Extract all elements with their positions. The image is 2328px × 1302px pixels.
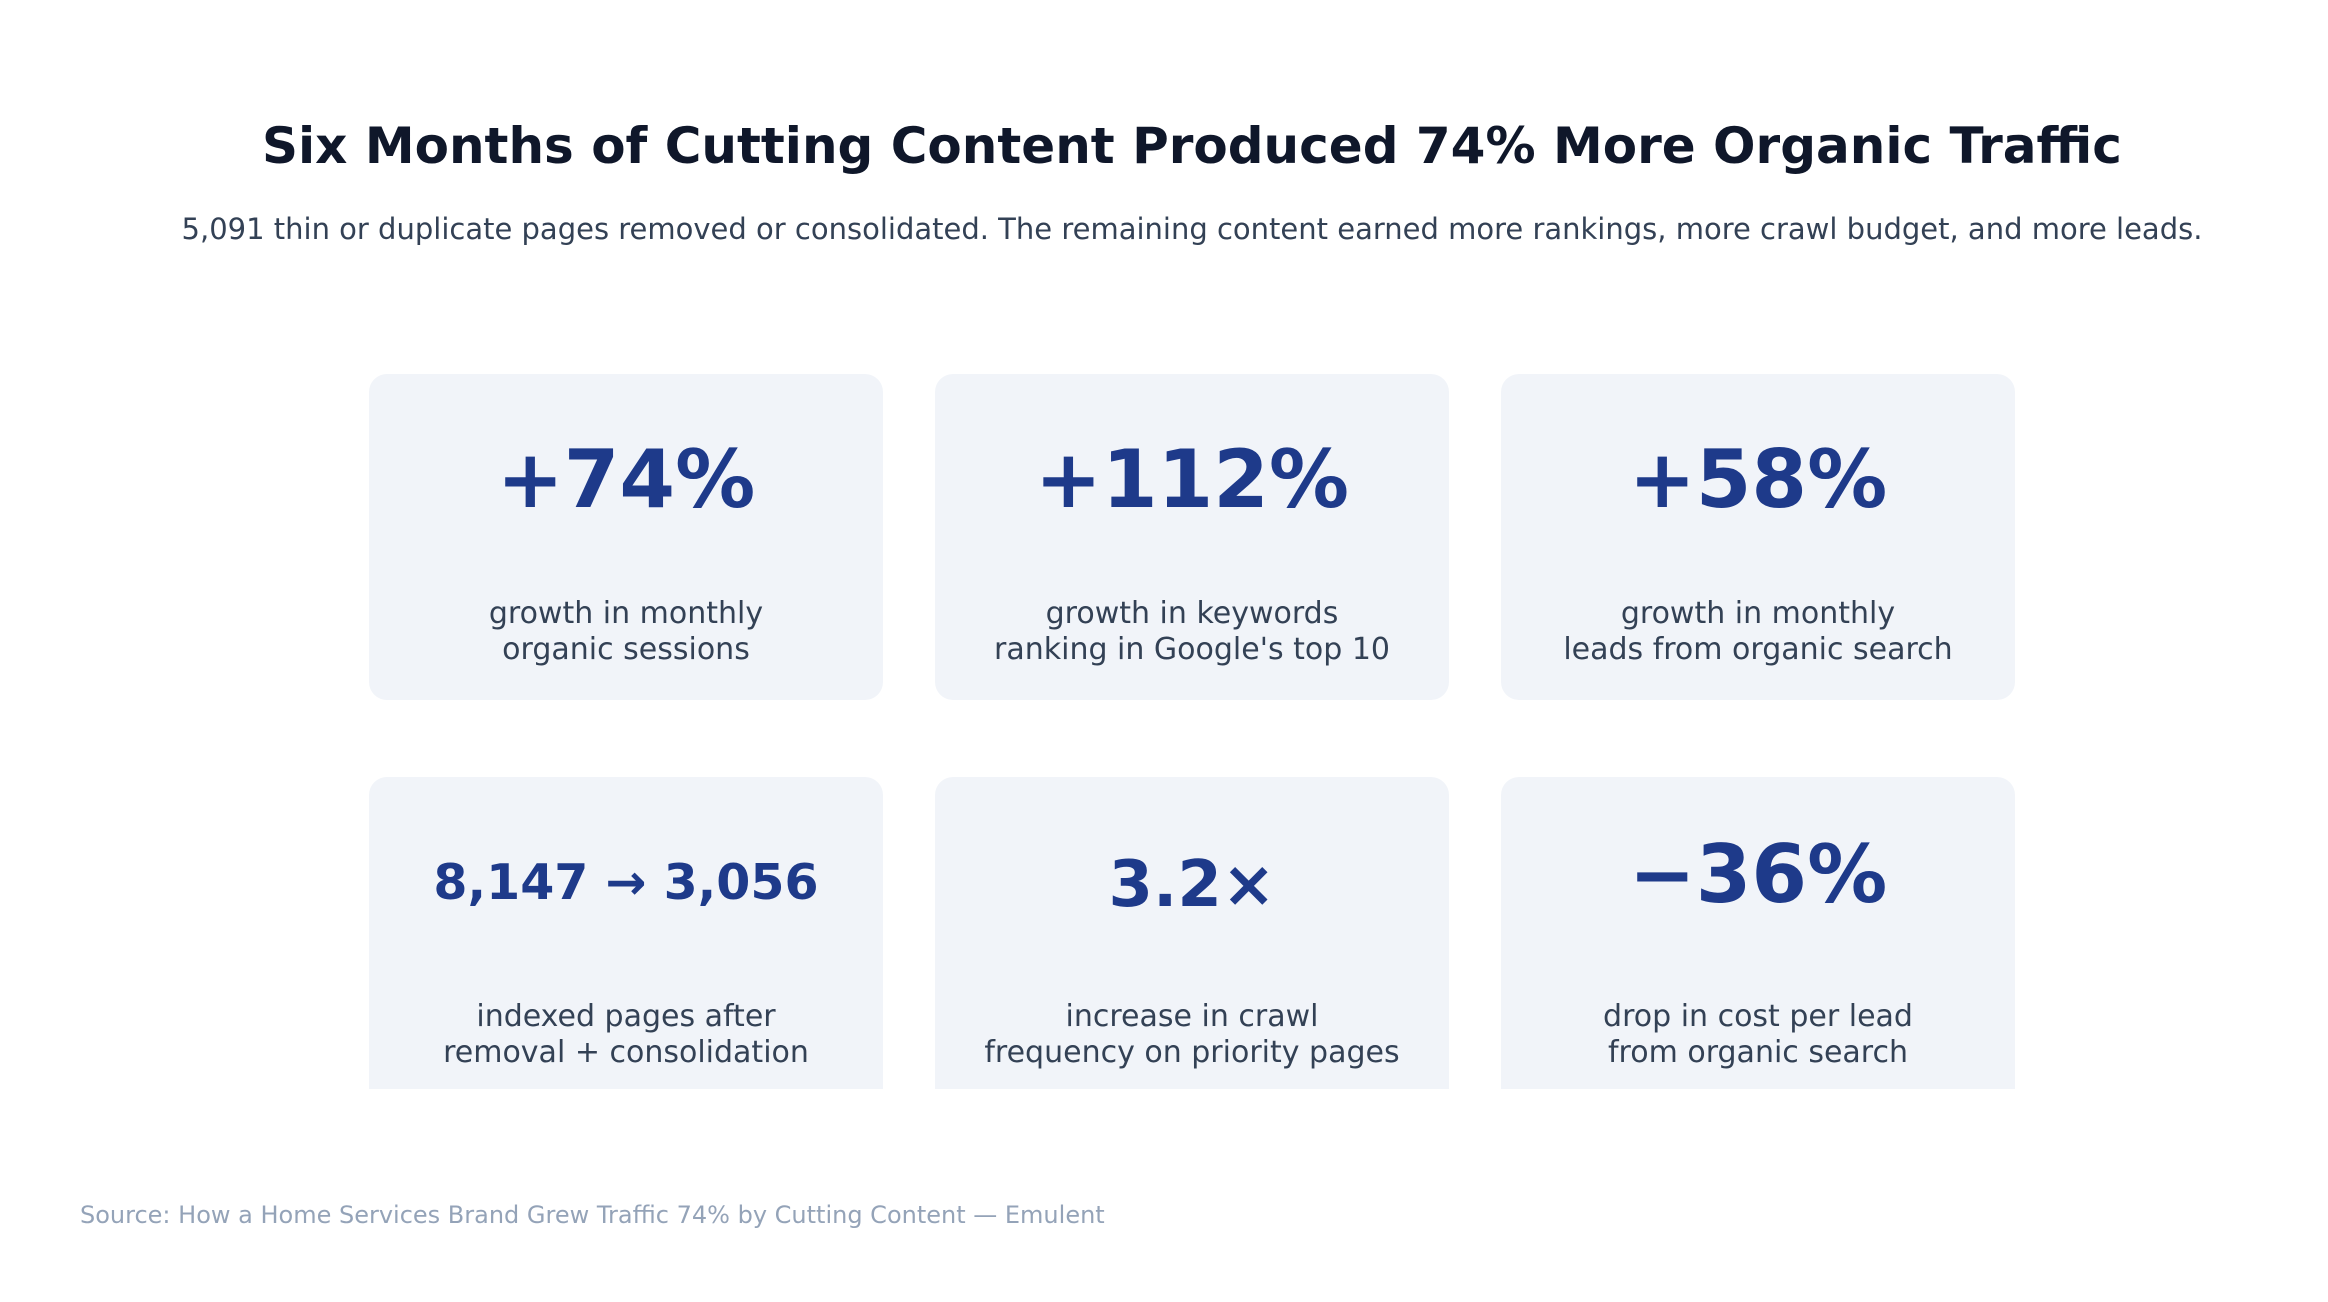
stat-description-line: growth in keywords <box>1045 596 1339 631</box>
stat-description-line: from organic search <box>1608 1035 1908 1070</box>
stat-description-line: frequency on priority pages <box>984 1035 1400 1070</box>
page-title: Six Months of Cutting Content Produced 7… <box>262 117 2122 175</box>
stat-description-line: leads from organic search <box>1563 632 1953 667</box>
stat-description: growth in monthly leads from organic sea… <box>1501 596 2015 668</box>
stat-card-indexed-pages: 8,147 → 3,056 indexed pages after remova… <box>369 777 883 1089</box>
stat-description: growth in monthly organic sessions <box>369 596 883 668</box>
stat-value: 3.2× <box>1108 848 1276 922</box>
stat-description: indexed pages after removal + consolidat… <box>369 999 883 1071</box>
stat-description-line: growth in monthly <box>488 596 764 631</box>
stat-description-line: ranking in Google's top 10 <box>994 632 1390 667</box>
stat-card-keywords: +112% growth in keywords ranking in Goog… <box>935 374 1449 700</box>
stat-description: growth in keywords ranking in Google's t… <box>935 596 1449 668</box>
stat-value: +74% <box>496 433 756 526</box>
stat-card-leads: +58% growth in monthly leads from organi… <box>1501 374 2015 700</box>
stat-description-line: indexed pages after <box>476 999 776 1034</box>
page-subtitle: 5,091 thin or duplicate pages removed or… <box>181 212 2203 246</box>
stat-description-line: removal + consolidation <box>443 1035 809 1070</box>
source-note: Source: How a Home Services Brand Grew T… <box>80 1201 1105 1229</box>
stat-description-line: growth in monthly <box>1620 596 1896 631</box>
stat-value: 8,147 → 3,056 <box>433 854 819 911</box>
stat-card-sessions: +74% growth in monthly organic sessions <box>369 374 883 700</box>
stat-value: +58% <box>1628 433 1888 526</box>
stat-value: +112% <box>1034 433 1350 526</box>
stat-value: −36% <box>1628 828 1888 921</box>
stat-description: increase in crawl frequency on priority … <box>935 999 1449 1071</box>
stat-description: drop in cost per lead from organic searc… <box>1501 999 2015 1071</box>
stat-description-line: organic sessions <box>502 632 750 667</box>
stat-card-crawl-frequency: 3.2× increase in crawl frequency on prio… <box>935 777 1449 1089</box>
stat-description-line: increase in crawl <box>1065 999 1319 1034</box>
stat-description-line: drop in cost per lead <box>1603 999 1913 1034</box>
stat-card-cost-per-lead: −36% drop in cost per lead from organic … <box>1501 777 2015 1089</box>
